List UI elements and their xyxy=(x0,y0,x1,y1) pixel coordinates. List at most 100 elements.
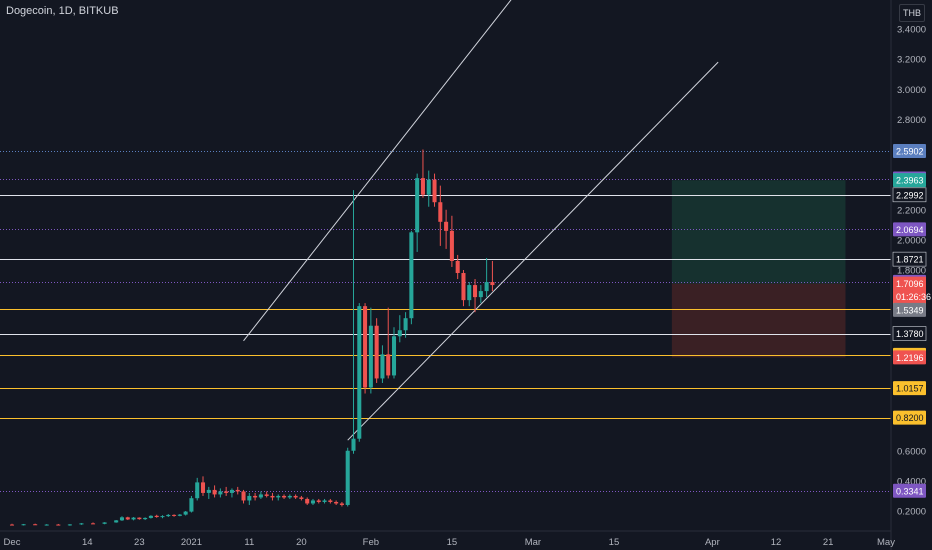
candle[interactable] xyxy=(21,523,26,526)
channel-trend-line[interactable] xyxy=(347,61,719,441)
candle[interactable] xyxy=(253,492,258,501)
candle[interactable] xyxy=(241,489,246,504)
candle[interactable] xyxy=(264,491,269,498)
candle[interactable] xyxy=(258,491,263,499)
candle[interactable] xyxy=(432,173,437,207)
candle[interactable] xyxy=(33,523,38,526)
candle[interactable] xyxy=(305,497,310,505)
candle[interactable] xyxy=(345,447,350,507)
candle[interactable] xyxy=(56,523,61,526)
candle[interactable] xyxy=(282,494,287,499)
position-loss-zone[interactable] xyxy=(671,283,846,358)
candle[interactable] xyxy=(166,514,171,518)
candle[interactable] xyxy=(189,495,194,513)
axis-label-bg xyxy=(893,289,926,304)
candle[interactable] xyxy=(148,515,153,519)
candle[interactable] xyxy=(177,514,182,517)
candle[interactable] xyxy=(473,279,478,313)
candle[interactable] xyxy=(409,230,414,325)
candle[interactable] xyxy=(102,522,107,525)
candle[interactable] xyxy=(449,215,454,267)
candle-body xyxy=(490,282,495,286)
symbol-name[interactable]: Dogecoin xyxy=(6,5,53,17)
candle[interactable] xyxy=(195,477,200,501)
candle[interactable] xyxy=(339,501,344,507)
candle[interactable] xyxy=(270,492,275,501)
candle[interactable] xyxy=(368,307,373,394)
candle[interactable] xyxy=(293,494,298,499)
candle[interactable] xyxy=(484,257,489,298)
time-tick-label: Apr xyxy=(705,537,720,548)
candle[interactable] xyxy=(420,149,425,198)
axis-label-text: 01:26:36 xyxy=(896,292,931,302)
candle[interactable] xyxy=(224,486,229,496)
axis-label-text: 0.8200 xyxy=(896,413,924,423)
candle[interactable] xyxy=(125,516,130,521)
candle[interactable] xyxy=(172,514,177,517)
candle[interactable] xyxy=(137,517,142,520)
candle[interactable] xyxy=(235,486,240,495)
axis-label-bg xyxy=(893,143,926,158)
candle[interactable] xyxy=(403,312,408,338)
candle[interactable] xyxy=(322,498,327,504)
candle[interactable] xyxy=(67,524,72,526)
candle[interactable] xyxy=(131,517,136,521)
axis-label-text: 1.8721 xyxy=(896,255,924,265)
candle[interactable] xyxy=(328,498,333,504)
candle[interactable] xyxy=(374,318,379,383)
candle[interactable] xyxy=(438,185,443,246)
candle-body xyxy=(264,494,269,496)
axis-label-bg xyxy=(893,381,926,396)
interval-label[interactable]: 1D xyxy=(52,5,72,17)
candle[interactable] xyxy=(229,488,234,498)
candle[interactable] xyxy=(183,511,188,516)
candle[interactable] xyxy=(287,494,292,499)
candle[interactable] xyxy=(218,488,223,498)
candle[interactable] xyxy=(357,303,362,442)
candle-body xyxy=(212,489,217,495)
candle[interactable] xyxy=(154,514,159,518)
candle[interactable] xyxy=(386,307,391,379)
candle[interactable] xyxy=(212,485,217,498)
candle[interactable] xyxy=(299,495,304,501)
candle[interactable] xyxy=(79,523,84,525)
channel-trend-line[interactable] xyxy=(243,0,528,342)
candle[interactable] xyxy=(91,522,96,525)
candle[interactable] xyxy=(9,523,15,526)
candle[interactable] xyxy=(119,516,124,521)
candle[interactable] xyxy=(426,170,431,207)
candle[interactable] xyxy=(316,498,321,504)
candle[interactable] xyxy=(200,476,206,496)
candle[interactable] xyxy=(310,498,316,505)
candle[interactable] xyxy=(490,260,495,292)
candle[interactable] xyxy=(415,173,420,252)
candle[interactable] xyxy=(455,254,460,280)
candle[interactable] xyxy=(363,303,368,394)
candle[interactable] xyxy=(114,520,119,523)
axis-label-text: 1.0157 xyxy=(896,384,924,394)
time-tick-label: 14 xyxy=(82,537,93,548)
candle[interactable] xyxy=(478,285,483,304)
candle[interactable] xyxy=(351,190,356,454)
candle[interactable] xyxy=(461,270,466,307)
candle[interactable] xyxy=(444,209,449,249)
candle[interactable] xyxy=(467,282,472,307)
candle[interactable] xyxy=(334,500,339,505)
candle-body xyxy=(351,438,356,451)
price-tick-label: 0.4000 xyxy=(897,476,926,487)
candle-body xyxy=(247,495,252,501)
candle[interactable] xyxy=(206,486,211,499)
axis-label-bg xyxy=(893,410,926,425)
candle[interactable] xyxy=(276,494,281,501)
candle[interactable] xyxy=(160,515,165,519)
candle[interactable] xyxy=(247,492,252,505)
candle[interactable] xyxy=(44,524,49,526)
candle[interactable] xyxy=(143,517,148,521)
currency-button[interactable]: THB xyxy=(899,4,925,22)
time-scale[interactable]: Dec 14 23 2021 11 20 Feb 15 Mar 15 Apr 12 21 May xyxy=(4,537,896,548)
candle[interactable] xyxy=(380,345,385,383)
candle[interactable] xyxy=(391,327,397,379)
position-profit-zone[interactable] xyxy=(671,180,846,284)
candle[interactable] xyxy=(397,315,402,343)
